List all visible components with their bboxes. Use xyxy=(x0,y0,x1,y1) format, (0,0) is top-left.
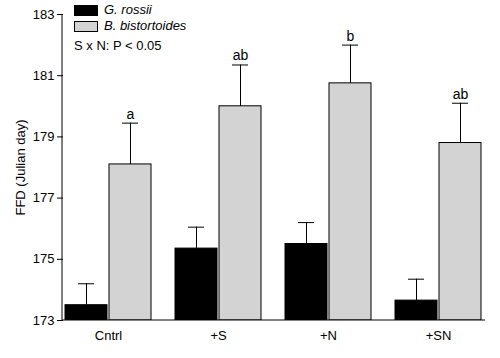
svg-text:181: 181 xyxy=(33,68,55,83)
html-text:G. rossii: G. rossii xyxy=(104,2,152,17)
svg-text:179: 179 xyxy=(33,129,55,144)
svg-text:a: a xyxy=(127,106,135,122)
html-text:B. bistortoides: B. bistortoides xyxy=(104,18,187,33)
svg-text:173: 173 xyxy=(33,313,55,328)
svg-text:ab: ab xyxy=(233,47,249,63)
svg-text:b: b xyxy=(347,28,355,44)
svg-text:FFD (Julian day): FFD (Julian day) xyxy=(13,119,28,215)
html-text:S x N: P < 0.05: S x N: P < 0.05 xyxy=(74,38,162,53)
svg-text:ab: ab xyxy=(453,86,469,102)
svg-text:183: 183 xyxy=(33,7,55,22)
svg-text:Cntrl: Cntrl xyxy=(95,328,123,343)
svg-text:175: 175 xyxy=(33,251,55,266)
svg-text:+SN: +SN xyxy=(426,328,452,343)
svg-text:+S: +S xyxy=(210,328,227,343)
svg-text:177: 177 xyxy=(33,190,55,205)
svg-text:+N: +N xyxy=(320,328,337,343)
